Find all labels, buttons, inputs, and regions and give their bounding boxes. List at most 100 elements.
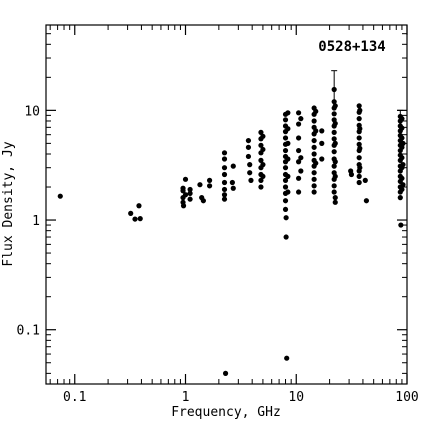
data-point xyxy=(357,145,363,151)
data-point xyxy=(282,206,289,213)
data-point xyxy=(356,135,362,141)
data-point xyxy=(247,170,253,176)
data-point xyxy=(400,140,406,146)
data-point xyxy=(221,179,228,186)
data-point xyxy=(182,192,189,198)
data-point xyxy=(331,129,337,135)
data-point xyxy=(363,198,370,204)
data-point xyxy=(348,171,355,178)
data-point xyxy=(245,144,252,150)
data-point xyxy=(362,177,368,183)
data-point xyxy=(258,184,264,190)
data-point xyxy=(221,171,228,178)
data-point xyxy=(221,186,228,193)
data-point xyxy=(311,151,317,157)
data-point xyxy=(295,147,302,154)
y-axis-title: Flux Density, Jy xyxy=(1,141,16,266)
data-point xyxy=(221,196,228,202)
data-point xyxy=(399,125,405,131)
data-point xyxy=(319,128,325,134)
data-point xyxy=(180,203,187,209)
data-point xyxy=(331,183,337,189)
major-ticks xyxy=(46,25,408,384)
source-annotation: 0528+134 xyxy=(318,39,385,55)
data-point xyxy=(332,159,338,165)
data-point xyxy=(295,189,302,195)
data-point xyxy=(132,216,138,222)
data-point xyxy=(331,189,337,195)
data-point xyxy=(137,216,143,222)
data-point xyxy=(282,177,289,183)
data-point xyxy=(399,186,405,193)
data-point xyxy=(258,129,264,135)
data-point xyxy=(230,163,236,169)
data-point xyxy=(399,116,405,122)
data-point xyxy=(331,111,337,117)
data-point xyxy=(245,137,252,144)
data-point xyxy=(397,195,403,201)
data-points xyxy=(57,86,406,376)
data-point xyxy=(187,190,193,196)
error-bars xyxy=(331,70,404,121)
data-point xyxy=(285,156,291,162)
data-point xyxy=(197,182,203,188)
data-point xyxy=(357,107,363,113)
data-point xyxy=(399,135,405,141)
data-point xyxy=(180,185,186,191)
data-point xyxy=(182,176,189,182)
data-point xyxy=(332,140,338,146)
data-point xyxy=(311,176,317,182)
data-point xyxy=(283,234,289,240)
data-point xyxy=(356,116,362,122)
minor-ticks xyxy=(46,25,407,384)
data-point xyxy=(282,198,289,204)
data-point xyxy=(247,162,253,168)
data-point xyxy=(222,370,229,376)
data-point xyxy=(221,156,228,162)
data-point xyxy=(221,165,228,171)
data-point xyxy=(313,108,319,114)
data-point xyxy=(356,179,362,186)
x-tick-label: 10 xyxy=(288,390,304,405)
data-point xyxy=(332,173,338,179)
data-point xyxy=(295,121,302,127)
data-point xyxy=(260,146,266,153)
data-point xyxy=(260,173,266,179)
x-tick-label: 1 xyxy=(182,390,190,405)
data-point xyxy=(331,136,337,142)
y-tick-label: 10 xyxy=(24,104,40,119)
plot-frame xyxy=(45,24,408,385)
data-point xyxy=(331,99,337,105)
data-point xyxy=(206,177,213,183)
data-point xyxy=(331,163,337,169)
y-tick-label: 0.1 xyxy=(17,324,40,339)
data-point xyxy=(319,140,325,146)
data-point xyxy=(399,144,405,150)
data-point xyxy=(313,160,319,166)
data-point xyxy=(399,175,405,181)
data-point xyxy=(260,162,266,168)
data-point xyxy=(200,198,206,204)
y-tick-labels: 0.1 1 10 xyxy=(17,104,40,338)
data-point xyxy=(57,193,63,199)
data-point xyxy=(285,173,291,179)
data-point xyxy=(136,203,142,209)
data-point xyxy=(295,159,302,165)
data-point xyxy=(357,126,363,132)
data-point xyxy=(285,110,291,116)
data-point xyxy=(357,165,363,171)
data-point xyxy=(356,141,362,147)
x-tick-label: 100 xyxy=(395,390,418,405)
data-point xyxy=(285,189,291,195)
data-point xyxy=(332,195,338,201)
data-point xyxy=(332,103,338,109)
data-point xyxy=(311,183,317,189)
data-point xyxy=(298,155,304,161)
data-point xyxy=(332,199,338,205)
data-point xyxy=(229,179,235,186)
data-point xyxy=(356,155,362,161)
data-point xyxy=(295,135,302,141)
data-point xyxy=(245,153,252,160)
data-point xyxy=(230,185,236,191)
